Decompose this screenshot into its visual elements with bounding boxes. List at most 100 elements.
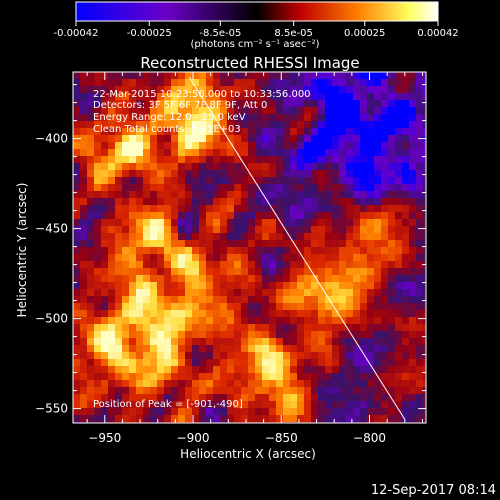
heatmap-cell xyxy=(227,72,234,79)
heatmap-cell xyxy=(171,324,178,331)
heatmap-cell xyxy=(304,219,311,226)
heatmap-cell xyxy=(290,380,297,387)
heatmap-cell xyxy=(332,149,339,156)
heatmap-cell xyxy=(332,191,339,198)
heatmap-cell xyxy=(332,86,339,93)
heatmap-cell xyxy=(276,107,283,114)
heatmap-cell xyxy=(409,191,416,198)
heatmap-cell xyxy=(227,149,234,156)
heatmap-cell xyxy=(402,394,409,401)
heatmap-cell xyxy=(297,289,304,296)
heatmap-cell xyxy=(332,408,339,415)
heatmap-cell xyxy=(409,177,416,184)
heatmap-cell xyxy=(136,352,143,359)
heatmap-cell xyxy=(227,275,234,282)
heatmap-cell xyxy=(304,373,311,380)
heatmap-cell xyxy=(220,275,227,282)
heatmap-cell xyxy=(290,114,297,121)
heatmap-cell xyxy=(241,289,248,296)
heatmap-cell xyxy=(206,79,213,86)
heatmap-cell xyxy=(220,310,227,317)
heatmap-cell xyxy=(311,310,318,317)
heatmap-cell xyxy=(283,142,290,149)
heatmap-cell xyxy=(199,373,206,380)
heatmap-cell xyxy=(367,275,374,282)
heatmap-cell xyxy=(276,191,283,198)
heatmap-cell xyxy=(255,345,262,352)
heatmap-cell xyxy=(227,366,234,373)
heatmap-cell xyxy=(164,219,171,226)
heatmap-cell xyxy=(311,401,318,408)
heatmap-cell xyxy=(206,72,213,79)
heatmap-cell xyxy=(171,373,178,380)
heatmap-cell xyxy=(164,177,171,184)
heatmap-cell xyxy=(73,233,80,240)
heatmap-cell xyxy=(297,191,304,198)
heatmap-cell xyxy=(276,163,283,170)
heatmap-cell xyxy=(241,219,248,226)
heatmap-cell xyxy=(255,373,262,380)
y-axis-label: Heliocentric Y (arcsec) xyxy=(15,183,29,318)
heatmap-cell xyxy=(178,128,185,135)
heatmap-cell xyxy=(94,317,101,324)
heatmap-cell xyxy=(94,79,101,86)
heatmap-cell xyxy=(199,254,206,261)
heatmap-cell xyxy=(423,296,426,303)
heatmap-cell xyxy=(318,86,325,93)
heatmap-cell xyxy=(395,149,402,156)
heatmap-cell xyxy=(171,205,178,212)
heatmap-cell xyxy=(241,359,248,366)
heatmap-cell xyxy=(220,114,227,121)
heatmap-cell xyxy=(220,100,227,107)
heatmap-cell xyxy=(94,149,101,156)
heatmap-cell xyxy=(353,114,360,121)
heatmap-cell xyxy=(290,359,297,366)
heatmap-cell xyxy=(374,191,381,198)
heatmap-cell xyxy=(360,135,367,142)
heatmap-cell xyxy=(360,408,367,415)
heatmap-cell xyxy=(136,415,143,422)
heatmap-cell xyxy=(87,261,94,268)
heatmap-cell xyxy=(157,233,164,240)
heatmap-cell xyxy=(388,331,395,338)
heatmap-cell xyxy=(269,212,276,219)
heatmap-cell xyxy=(206,331,213,338)
heatmap-cell xyxy=(416,324,423,331)
heatmap-cell xyxy=(367,93,374,100)
heatmap-cell xyxy=(241,240,248,247)
heatmap-cell xyxy=(213,247,220,254)
heatmap-cell xyxy=(234,268,241,275)
heatmap-cell xyxy=(80,205,87,212)
heatmap-cell xyxy=(164,401,171,408)
heatmap-cell xyxy=(353,149,360,156)
heatmap-cell xyxy=(283,261,290,268)
heatmap-cell xyxy=(255,268,262,275)
heatmap-cell xyxy=(374,177,381,184)
heatmap-cell xyxy=(353,107,360,114)
heatmap-cell xyxy=(185,128,192,135)
heatmap-cell xyxy=(213,268,220,275)
heatmap-cell xyxy=(402,198,409,205)
heatmap-cell xyxy=(213,128,220,135)
heatmap-cell xyxy=(213,387,220,394)
heatmap-cell xyxy=(353,219,360,226)
heatmap-cell xyxy=(381,233,388,240)
heatmap-cell xyxy=(143,345,150,352)
heatmap-cell xyxy=(269,380,276,387)
heatmap-cell xyxy=(199,93,206,100)
heatmap-cell xyxy=(101,233,108,240)
heatmap-cell xyxy=(290,408,297,415)
heatmap-cell xyxy=(241,345,248,352)
heatmap-cell xyxy=(353,373,360,380)
heatmap-cell xyxy=(374,170,381,177)
heatmap-cell xyxy=(346,198,353,205)
heatmap-cell xyxy=(185,93,192,100)
heatmap-cell xyxy=(185,205,192,212)
heatmap-cell xyxy=(199,408,206,415)
heatmap-cell xyxy=(213,107,220,114)
heatmap-cell xyxy=(276,128,283,135)
heatmap-cell xyxy=(283,373,290,380)
heatmap-cell xyxy=(339,149,346,156)
heatmap-cell xyxy=(248,268,255,275)
heatmap-cell xyxy=(178,394,185,401)
